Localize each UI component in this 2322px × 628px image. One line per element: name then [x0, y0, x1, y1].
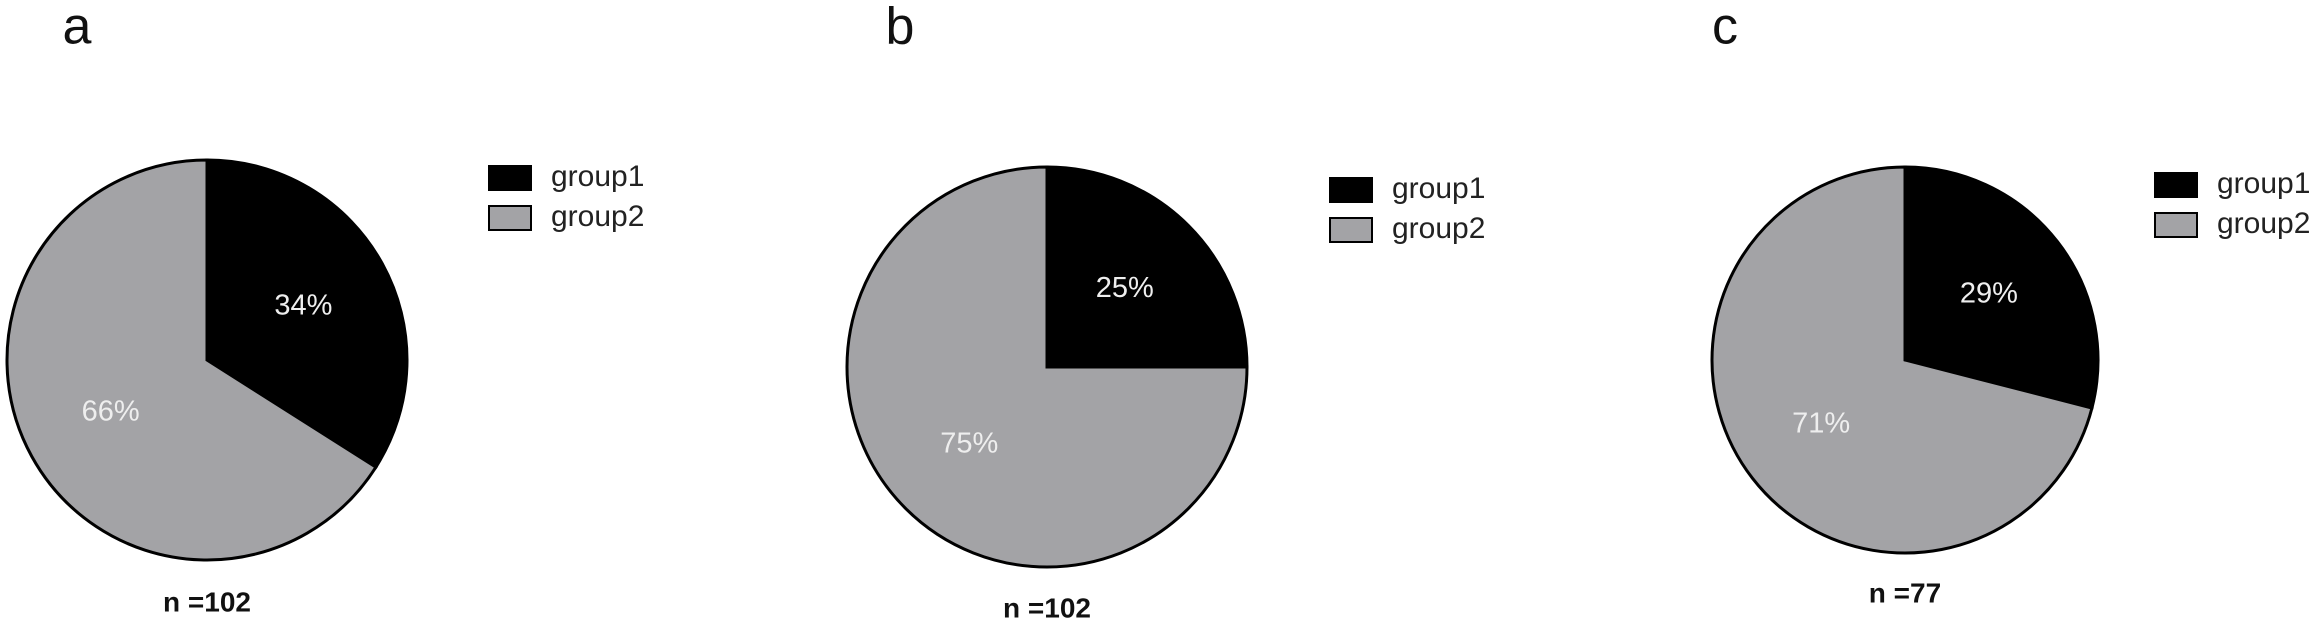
legend-label: group1 — [2217, 167, 2310, 200]
legend-swatch — [488, 165, 532, 191]
legend-swatch — [2154, 212, 2198, 238]
legend-label: group1 — [551, 160, 644, 193]
slice-label: 25% — [1096, 272, 1154, 304]
slice-label: 71% — [1792, 408, 1850, 440]
legend-label: group1 — [1392, 172, 1485, 205]
slice-label: 75% — [940, 427, 998, 459]
legend-swatch — [1329, 217, 1373, 243]
legend-swatch — [2154, 172, 2198, 198]
legend-label: group2 — [551, 200, 644, 233]
legend-swatch — [488, 205, 532, 231]
legend-swatch — [1329, 177, 1373, 203]
pie-slice — [845, 165, 1249, 569]
sample-size: n =77 — [1869, 577, 1941, 608]
panel-label: c — [1712, 0, 1738, 56]
slice-label: 34% — [274, 290, 332, 322]
legend-label: group2 — [2217, 207, 2310, 240]
panel-label: a — [63, 0, 92, 56]
pie-slice — [1903, 165, 2100, 410]
slice-label: 29% — [1960, 278, 2018, 310]
pie-slice — [1045, 165, 1249, 369]
legend-label: group2 — [1392, 212, 1485, 245]
sample-size: n =102 — [163, 586, 251, 617]
slice-label: 66% — [82, 396, 140, 428]
pie-slice — [5, 158, 378, 562]
panel-label: b — [886, 0, 915, 56]
pie-slice — [1710, 165, 2094, 555]
sample-size: n =102 — [1003, 592, 1091, 623]
